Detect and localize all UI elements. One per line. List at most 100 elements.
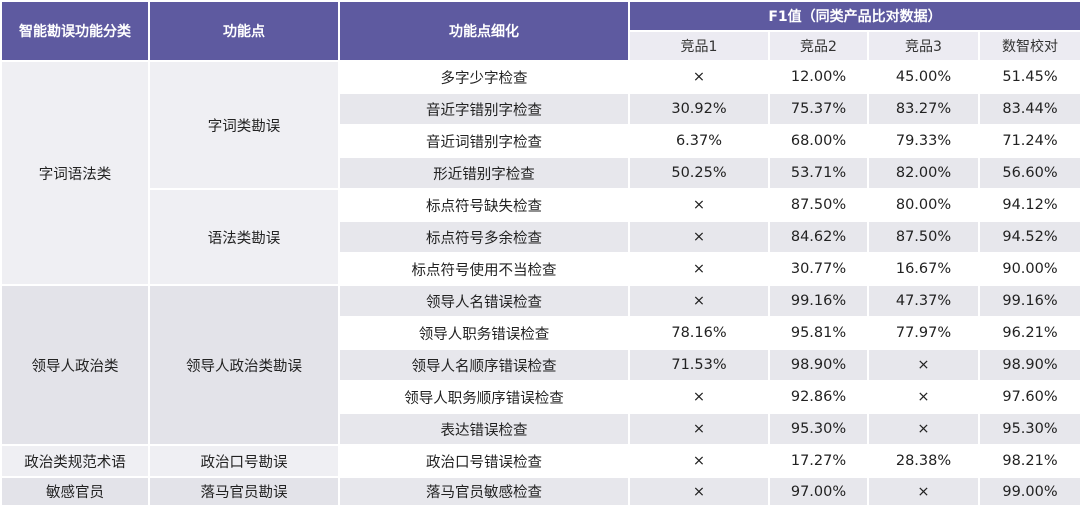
table-row: 音近词错别字检查 6.37% 68.00% 79.33% 71.24% (1, 124, 1080, 158)
value-cell: × (867, 476, 980, 507)
table-row: 表达错误检查 × 95.30% × 95.30% (1, 412, 1080, 446)
value-cell: 71.53% (628, 348, 770, 382)
value-cell: 99.16% (768, 284, 869, 318)
detail-cell: 多字少字检查 (338, 60, 630, 94)
detail-cell: 标点符号使用不当检查 (338, 252, 630, 286)
value-cell: 75.37% (768, 92, 869, 126)
value-cell: × (628, 188, 770, 222)
header-product-1: 竞品1 (628, 30, 770, 62)
table-row: 音近字错别字检查 30.92% 75.37% 83.27% 83.44% (1, 92, 1080, 126)
value-cell: × (628, 412, 770, 446)
value-cell: 95.81% (768, 316, 869, 350)
value-cell: 45.00% (867, 60, 980, 94)
value-cell: 84.62% (768, 220, 869, 254)
detail-cell: 领导人名顺序错误检查 (338, 348, 630, 382)
detail-cell: 落马官员敏感检查 (338, 476, 630, 507)
value-cell: 98.90% (978, 348, 1080, 382)
table-row: 政治类规范术语 政治口号勘误 政治口号错误检查 × 17.27% 28.38% … (0, 444, 1080, 478)
detail-cell: 音近词错别字检查 (338, 124, 630, 158)
detail-cell: 政治口号错误检查 (338, 444, 630, 478)
value-cell: 80.00% (867, 188, 980, 222)
header-product-2: 竞品2 (768, 30, 869, 62)
value-cell: 6.37% (628, 124, 770, 158)
value-cell: 83.44% (978, 92, 1080, 126)
value-cell: × (867, 380, 980, 414)
value-cell: 17.27% (768, 444, 869, 478)
value-cell: × (628, 252, 770, 286)
value-cell: 50.25% (628, 156, 770, 190)
value-cell: × (867, 412, 980, 446)
value-cell: 77.97% (867, 316, 980, 350)
table-row: 敏感官员 落马官员勘误 落马官员敏感检查 × 97.00% × 99.00% (0, 476, 1080, 507)
table-row: 领导人职务顺序错误检查 × 92.86% × 97.60% (1, 380, 1080, 414)
value-cell: 83.27% (867, 92, 980, 126)
value-cell: 87.50% (768, 188, 869, 222)
category-cell: 领导人政治类 (0, 284, 150, 446)
table-row: 标点符号多余检查 × 84.62% 87.50% 94.52% (1, 220, 1080, 254)
detail-cell: 标点符号多余检查 (338, 220, 630, 254)
detail-cell: 形近错别字检查 (338, 156, 630, 190)
value-cell: 53.71% (768, 156, 869, 190)
value-cell: 97.60% (978, 380, 1080, 414)
value-cell: × (628, 220, 770, 254)
value-cell: 97.00% (768, 476, 869, 507)
feature-cell: 政治口号勘误 (148, 444, 340, 478)
value-cell: 92.86% (768, 380, 869, 414)
value-cell: 30.92% (628, 92, 770, 126)
detail-cell: 音近字错别字检查 (338, 92, 630, 126)
value-cell: 98.90% (768, 348, 869, 382)
value-cell: 99.00% (978, 476, 1080, 507)
header-product-4: 数智校对 (978, 30, 1080, 62)
table-row: 字词语法类 字词类勘误 多字少字检查 × 12.00% 45.00% 51.45… (0, 60, 1080, 286)
value-cell: 12.00% (768, 60, 869, 94)
value-cell: 47.37% (867, 284, 980, 318)
detail-cell: 领导人名错误检查 (338, 284, 630, 318)
header-category: 智能勘误功能分类 (0, 0, 150, 62)
category-cell: 政治类规范术语 (0, 444, 150, 478)
value-cell: 95.30% (768, 412, 869, 446)
value-cell: 95.30% (978, 412, 1080, 446)
value-cell: 28.38% (867, 444, 980, 478)
value-cell: 79.33% (867, 124, 980, 158)
header-feature-detail: 功能点细化 (338, 0, 630, 62)
feature-cell: 语法类勘误 (148, 188, 340, 286)
value-cell: 68.00% (768, 124, 869, 158)
value-cell: × (628, 284, 770, 318)
value-cell: 90.00% (978, 252, 1080, 286)
category-cell: 字词语法类 (0, 60, 150, 286)
value-cell: 30.77% (768, 252, 869, 286)
table-row: 领导人职务错误检查 78.16% 95.81% 77.97% 96.21% (1, 316, 1080, 350)
value-cell: 87.50% (867, 220, 980, 254)
table-row: 形近错别字检查 50.25% 53.71% 82.00% 56.60% (1, 156, 1080, 190)
value-cell: 98.21% (978, 444, 1080, 478)
category-cell: 敏感官员 (0, 476, 150, 507)
value-cell: 56.60% (978, 156, 1080, 190)
feature-cell: 落马官员勘误 (148, 476, 340, 507)
table-row: 领导人政治类 领导人政治类勘误 领导人名错误检查 × 99.16% 47.37%… (0, 284, 1080, 446)
feature-cell: 领导人政治类勘误 (148, 284, 340, 446)
value-cell: × (628, 380, 770, 414)
value-cell: 96.21% (978, 316, 1080, 350)
header-feature: 功能点 (148, 0, 340, 62)
detail-cell: 领导人职务错误检查 (338, 316, 630, 350)
value-cell: 16.67% (867, 252, 980, 286)
header-product-3: 竞品3 (867, 30, 980, 62)
value-cell: 94.52% (978, 220, 1080, 254)
value-cell: × (628, 476, 770, 507)
detail-cell: 标点符号缺失检查 (338, 188, 630, 222)
value-cell: 94.12% (978, 188, 1080, 222)
detail-cell: 表达错误检查 (338, 412, 630, 446)
feature-cell: 字词类勘误 (148, 60, 340, 190)
detail-cell: 领导人职务顺序错误检查 (338, 380, 630, 414)
value-cell: 71.24% (978, 124, 1080, 158)
value-cell: 82.00% (867, 156, 980, 190)
table-row: 领导人名顺序错误检查 71.53% 98.90% × 98.90% (1, 348, 1080, 382)
value-cell: 51.45% (978, 60, 1080, 94)
value-cell: × (628, 60, 770, 94)
header-f1-group: F1值（同类产品比对数据） (628, 0, 1080, 32)
value-cell: × (628, 444, 770, 478)
value-cell: 78.16% (628, 316, 770, 350)
value-cell: × (867, 348, 980, 382)
table-row: 标点符号使用不当检查 × 30.77% 16.67% 90.00% (1, 252, 1080, 286)
